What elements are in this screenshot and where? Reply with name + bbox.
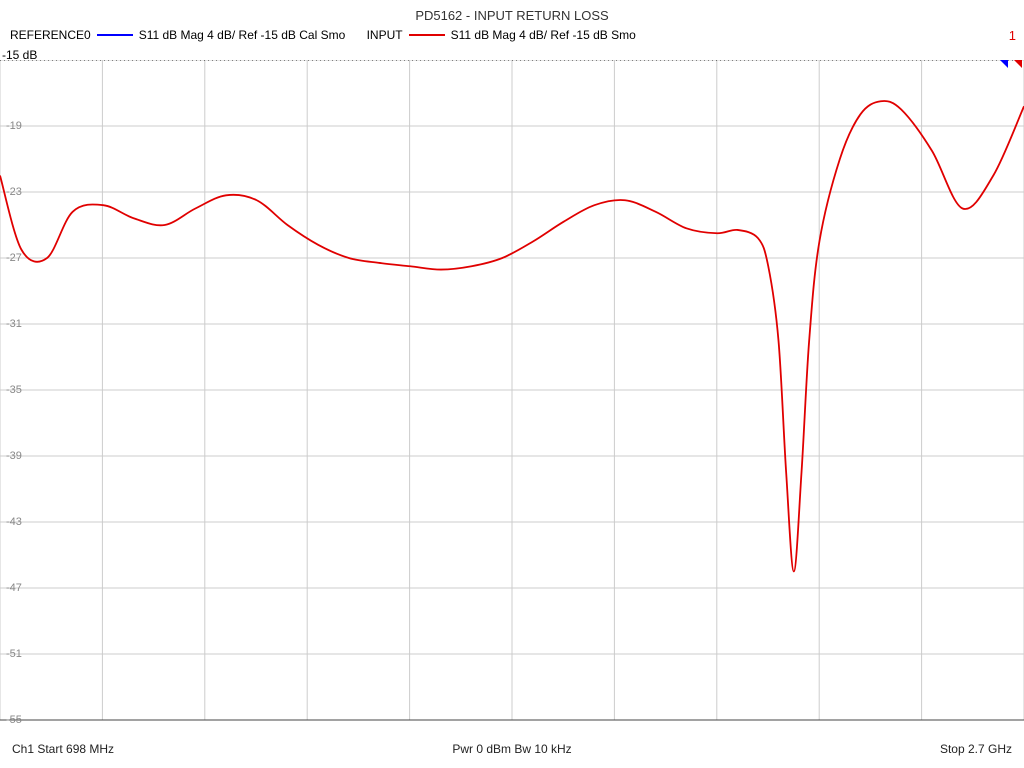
ytick-label: -35	[6, 384, 22, 396]
plot-area: -19 -23 -27 -31 -35 -39 -43 -47 -51 -55	[0, 60, 1024, 740]
legend-trace2: INPUT S11 dB Mag 4 dB/ Ref -15 dB Smo	[367, 28, 636, 42]
ytick-label: -55	[6, 714, 22, 726]
ytick-label: -47	[6, 582, 22, 594]
legend-trace2-name: INPUT	[367, 28, 403, 42]
legend: REFERENCE0 S11 dB Mag 4 dB/ Ref -15 dB C…	[10, 28, 1014, 46]
legend-trace1-desc: S11 dB Mag 4 dB/ Ref -15 dB Cal Smo	[139, 28, 346, 42]
ytick-label: -23	[6, 186, 22, 198]
legend-trace1: REFERENCE0 S11 dB Mag 4 dB/ Ref -15 dB C…	[10, 28, 345, 42]
ytick-label: -43	[6, 516, 22, 528]
ytick-label: -31	[6, 318, 22, 330]
legend-trace2-swatch	[409, 34, 445, 36]
plot-svg	[0, 60, 1024, 740]
marker-number: 1	[1009, 28, 1016, 43]
footer-stop: Stop 2.7 GHz	[940, 742, 1012, 756]
ytick-label: -39	[6, 450, 22, 462]
legend-trace1-swatch	[97, 34, 133, 36]
ytick-label: -51	[6, 648, 22, 660]
ytick-label: -27	[6, 252, 22, 264]
footer-center: Pwr 0 dBm Bw 10 kHz	[0, 742, 1024, 756]
chart-title: PD5162 - INPUT RETURN LOSS	[0, 8, 1024, 23]
legend-trace1-name: REFERENCE0	[10, 28, 91, 42]
ytick-label: -19	[6, 120, 22, 132]
legend-trace2-desc: S11 dB Mag 4 dB/ Ref -15 dB Smo	[451, 28, 636, 42]
footer: Ch1 Start 698 MHz Pwr 0 dBm Bw 10 kHz St…	[0, 742, 1024, 760]
